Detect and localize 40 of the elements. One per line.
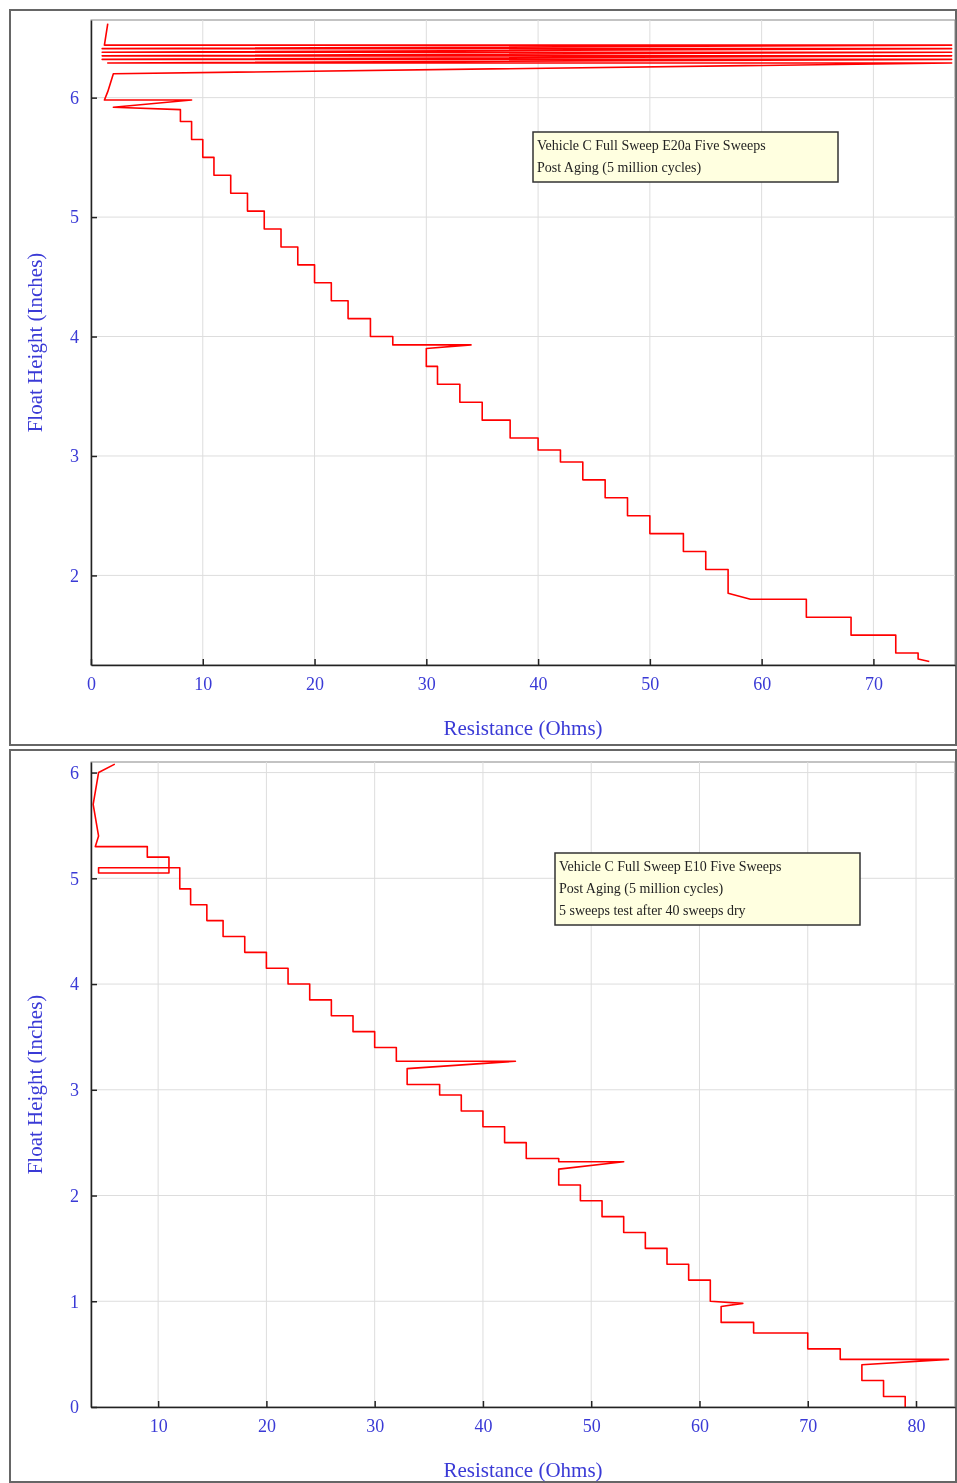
y-tick-label: 5 (70, 868, 79, 889)
y-tick-label: 1 (70, 1291, 79, 1312)
annotation: Vehicle C Full Sweep E20a Five Sweeps (537, 138, 766, 153)
x-tick-label: 0 (87, 673, 96, 694)
x-tick-label: 70 (864, 673, 883, 694)
x-tick-label: 30 (366, 1415, 385, 1436)
annotation: 5 sweeps test after 40 sweeps dry (559, 903, 746, 918)
annotation: Post Aging (5 million cycles) (559, 881, 724, 897)
x-tick-label: 20 (306, 673, 325, 694)
y-tick-label: 5 (70, 207, 79, 228)
x-tick-label: 60 (690, 1415, 709, 1436)
line-series (101, 22, 953, 663)
y-tick-label: 4 (70, 974, 79, 995)
y-axis-title: Float Height (Inches) (23, 994, 47, 1175)
x-tick-label: 40 (529, 673, 548, 694)
y-tick-label: 6 (70, 87, 79, 108)
note-box: Vehicle C Full Sweep E10 Five Sweeps Post Aging (5 million cycles) 5 sweeps test after 40 sweeps dry (554, 852, 861, 926)
y-tick-label: 0 (70, 1397, 79, 1418)
annotation: Vehicle C Full Sweep E10 Five Sweeps (559, 859, 782, 874)
annotation: Post Aging (5 million cycles) (537, 160, 702, 176)
x-tick-label: 80 (907, 1415, 926, 1436)
x-tick-label: 50 (582, 1415, 601, 1436)
x-tick-label: 60 (753, 673, 772, 694)
note-box: Vehicle C Full Sweep E20a Five Sweeps Post Aging (5 million cycles) (532, 131, 839, 183)
y-axis-title: Float Height (Inches) (23, 252, 47, 433)
x-tick-label: 30 (417, 673, 436, 694)
y-tick-label: 3 (70, 446, 79, 467)
x-tick-label: 20 (257, 1415, 276, 1436)
x-tick-label: 40 (474, 1415, 493, 1436)
y-tick-label: 2 (70, 565, 79, 586)
y-tick-label: 6 (70, 762, 79, 783)
x-tick-label: 50 (641, 673, 660, 694)
y-tick-label: 3 (70, 1080, 79, 1101)
x-tick-label: 70 (799, 1415, 818, 1436)
y-tick-label: 2 (70, 1185, 79, 1206)
x-tick-label: 10 (194, 673, 213, 694)
x-axis-title: Resistance (Ohms) (443, 716, 603, 740)
x-axis-title: Resistance (Ohms) (443, 1458, 603, 1482)
y-tick-label: 4 (70, 326, 79, 347)
x-tick-label: 10 (149, 1415, 168, 1436)
